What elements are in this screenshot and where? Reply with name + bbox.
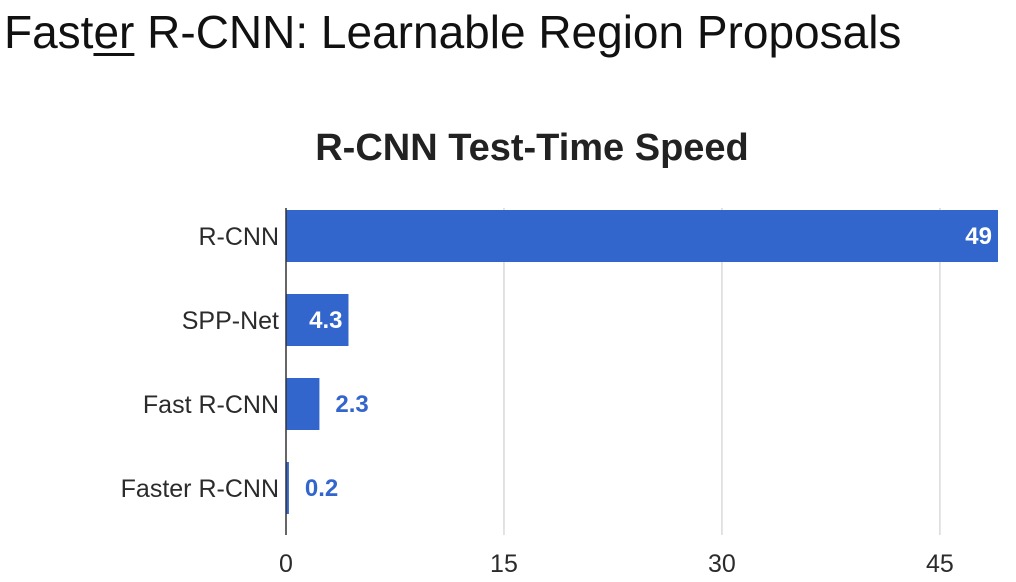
chart-title: R-CNN Test-Time Speed bbox=[315, 127, 749, 169]
slide-title-emphasis: er bbox=[93, 6, 135, 58]
data-label: 2.3 bbox=[335, 391, 368, 418]
x-tick-label: 15 bbox=[490, 550, 518, 578]
slide-title-prefix: Fast bbox=[4, 6, 94, 58]
x-tick-label: 30 bbox=[708, 550, 736, 578]
labels: 0 15 30 45 R-CNN 49 SPP-Net 4.3 Fast R-CNN 2.3 Fas… bbox=[121, 223, 992, 578]
x-tick-label: 45 bbox=[926, 550, 954, 578]
slide-title-suffix: R-CNN: Learnable Region Proposals bbox=[134, 6, 902, 58]
x-tick-label: 0 bbox=[279, 550, 293, 578]
bar bbox=[286, 462, 289, 514]
category-label: Faster R-CNN bbox=[121, 475, 279, 503]
data-label: 0.2 bbox=[305, 475, 338, 502]
data-label: 4.3 bbox=[309, 307, 342, 334]
data-label: 49 bbox=[965, 223, 992, 250]
bar bbox=[286, 210, 998, 262]
bar bbox=[286, 378, 320, 430]
bars bbox=[286, 210, 998, 514]
slide-title: Faster R-CNN: Learnable Region Proposals bbox=[4, 0, 901, 64]
category-label: R-CNN bbox=[198, 223, 279, 251]
bar bbox=[286, 294, 349, 346]
category-label: SPP-Net bbox=[182, 307, 279, 335]
gridlines bbox=[503, 208, 941, 535]
category-label: Fast R-CNN bbox=[143, 391, 279, 419]
